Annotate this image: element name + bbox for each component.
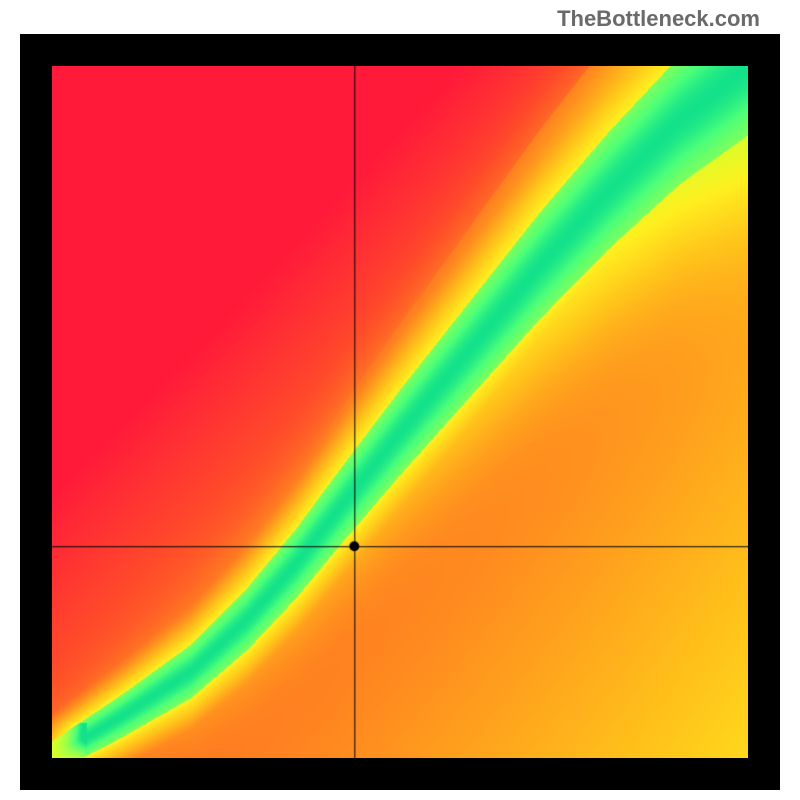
chart-frame bbox=[20, 34, 780, 790]
overlay-canvas bbox=[52, 66, 748, 758]
watermark-text: TheBottleneck.com bbox=[557, 6, 760, 32]
